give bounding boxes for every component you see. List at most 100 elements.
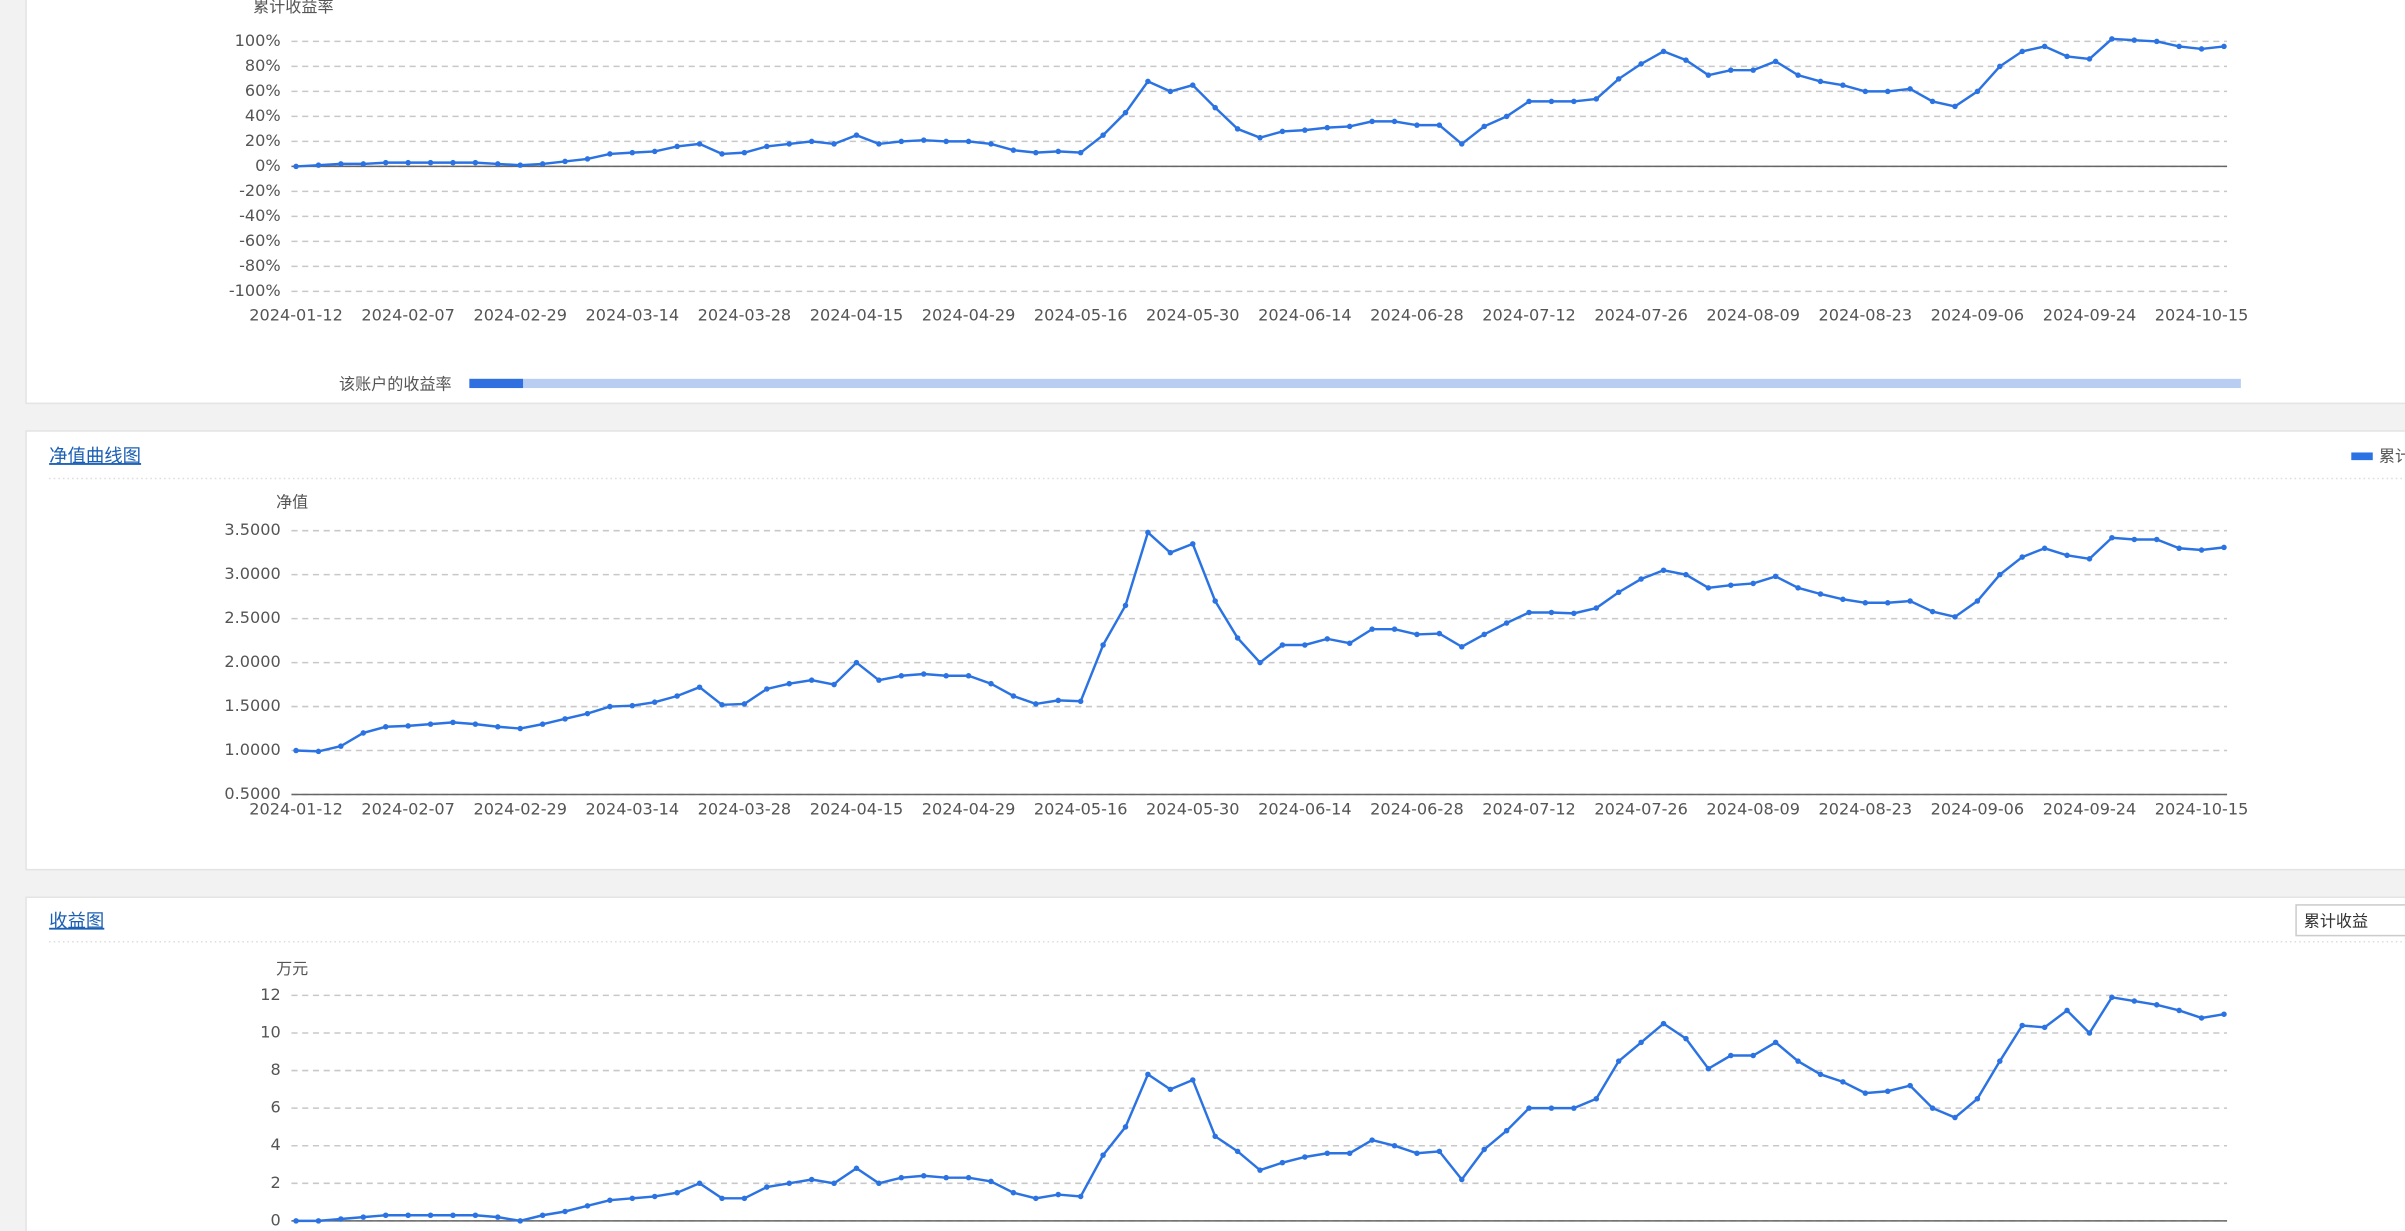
data-point bbox=[651, 148, 658, 155]
data-point bbox=[1503, 1127, 1510, 1134]
data-point bbox=[584, 1203, 591, 1209]
x-tick-label: 2024-06-14 bbox=[1258, 305, 1352, 324]
data-point bbox=[2221, 1011, 2227, 1017]
data-point bbox=[2221, 43, 2227, 50]
data-point bbox=[405, 723, 411, 729]
data-point bbox=[1033, 149, 1039, 156]
x-tick-label: 2024-08-09 bbox=[1706, 305, 1800, 324]
y-tick-label: 12 bbox=[260, 985, 280, 1004]
data-point bbox=[1660, 567, 1667, 574]
data-point bbox=[831, 681, 837, 688]
data-point bbox=[382, 159, 389, 166]
data-point bbox=[607, 1197, 613, 1203]
data-point bbox=[1997, 1058, 2003, 1064]
data-point bbox=[1705, 1065, 1712, 1072]
data-point bbox=[450, 1212, 456, 1219]
data-point bbox=[1772, 573, 1779, 580]
data-point bbox=[1414, 631, 1420, 638]
data-point bbox=[1974, 88, 1981, 95]
data-point bbox=[876, 677, 882, 683]
data-point bbox=[1346, 1150, 1353, 1156]
data-point bbox=[1571, 610, 1577, 617]
data-point bbox=[988, 141, 994, 147]
select-value[interactable]: 累计收益 bbox=[2304, 911, 2368, 930]
data-point bbox=[1929, 608, 1936, 615]
data-point bbox=[539, 721, 546, 727]
data-point bbox=[1571, 98, 1577, 105]
select-box[interactable] bbox=[2295, 904, 2405, 937]
x-tick-label: 2024-04-29 bbox=[922, 305, 1016, 324]
data-point bbox=[2131, 998, 2138, 1004]
data-point bbox=[674, 1189, 680, 1196]
data-point bbox=[1615, 76, 1622, 82]
data-point bbox=[450, 719, 456, 726]
data-point bbox=[898, 1174, 905, 1181]
data-point bbox=[898, 673, 905, 679]
y-tick-label: 10 bbox=[260, 1022, 280, 1041]
y-tick-label: 0.5000 bbox=[224, 784, 280, 803]
data-point bbox=[293, 163, 299, 170]
data-point bbox=[1324, 1150, 1331, 1156]
data-point bbox=[2109, 534, 2115, 541]
data-point bbox=[1033, 1195, 1039, 1202]
data-point bbox=[1660, 48, 1667, 55]
zoom-track[interactable] bbox=[469, 378, 2241, 389]
x-tick-label: 2024-06-14 bbox=[1258, 799, 1352, 818]
data-point bbox=[1346, 640, 1353, 647]
panel-title[interactable]: 收益图 bbox=[49, 911, 104, 932]
data-point bbox=[2019, 554, 2025, 560]
x-tick-label: 2024-01-12 bbox=[249, 305, 343, 324]
data-point bbox=[382, 724, 389, 730]
legend-label[interactable]: 累计 bbox=[2379, 447, 2405, 466]
zoom-handle[interactable] bbox=[469, 378, 524, 389]
data-point bbox=[1145, 529, 1151, 536]
data-point bbox=[1997, 571, 2003, 578]
data-point bbox=[1548, 609, 1555, 616]
data-point bbox=[405, 1212, 411, 1219]
data-point bbox=[808, 1176, 815, 1183]
data-point bbox=[360, 161, 367, 167]
data-point bbox=[696, 1180, 703, 1187]
data-point bbox=[1929, 98, 1936, 105]
data-point bbox=[876, 141, 882, 147]
data-point bbox=[1503, 113, 1510, 120]
data-point bbox=[1234, 126, 1241, 132]
data-point bbox=[517, 162, 523, 168]
data-point bbox=[1369, 1137, 1375, 1143]
data-point bbox=[1391, 1142, 1398, 1149]
y-tick-label: -80% bbox=[239, 256, 281, 275]
data-point bbox=[1683, 57, 1689, 63]
data-point bbox=[2131, 536, 2138, 543]
data-point bbox=[1077, 1193, 1084, 1200]
data-point bbox=[1997, 63, 2003, 70]
data-point bbox=[1728, 1052, 1734, 1059]
y-tick-label: 20% bbox=[245, 131, 281, 150]
data-point bbox=[1929, 1105, 1936, 1111]
data-point bbox=[1571, 1105, 1577, 1111]
y-tick-label: 80% bbox=[245, 56, 281, 75]
data-point bbox=[338, 161, 344, 167]
x-tick-label: 2024-08-23 bbox=[1819, 799, 1913, 818]
data-point bbox=[876, 1180, 882, 1187]
y-tick-label: 40% bbox=[245, 106, 281, 125]
data-point bbox=[1728, 67, 1734, 73]
data-point bbox=[1750, 580, 1756, 587]
legend-marker bbox=[2351, 452, 2373, 461]
data-point bbox=[719, 1195, 725, 1202]
data-point bbox=[1907, 86, 1913, 92]
data-point bbox=[2109, 994, 2115, 1001]
data-point bbox=[741, 1195, 748, 1202]
y-tick-label: 2.5000 bbox=[224, 608, 280, 627]
data-point bbox=[674, 143, 680, 150]
data-point bbox=[1167, 1086, 1174, 1093]
data-point bbox=[427, 1212, 434, 1219]
data-point bbox=[1122, 602, 1129, 609]
panel-title[interactable]: 净值曲线图 bbox=[49, 446, 141, 467]
data-point bbox=[1257, 1167, 1263, 1173]
data-point bbox=[1190, 1077, 1196, 1083]
data-point bbox=[495, 724, 501, 730]
data-point bbox=[2041, 1024, 2048, 1031]
data-point bbox=[1436, 1148, 1443, 1155]
data-point bbox=[898, 138, 905, 145]
